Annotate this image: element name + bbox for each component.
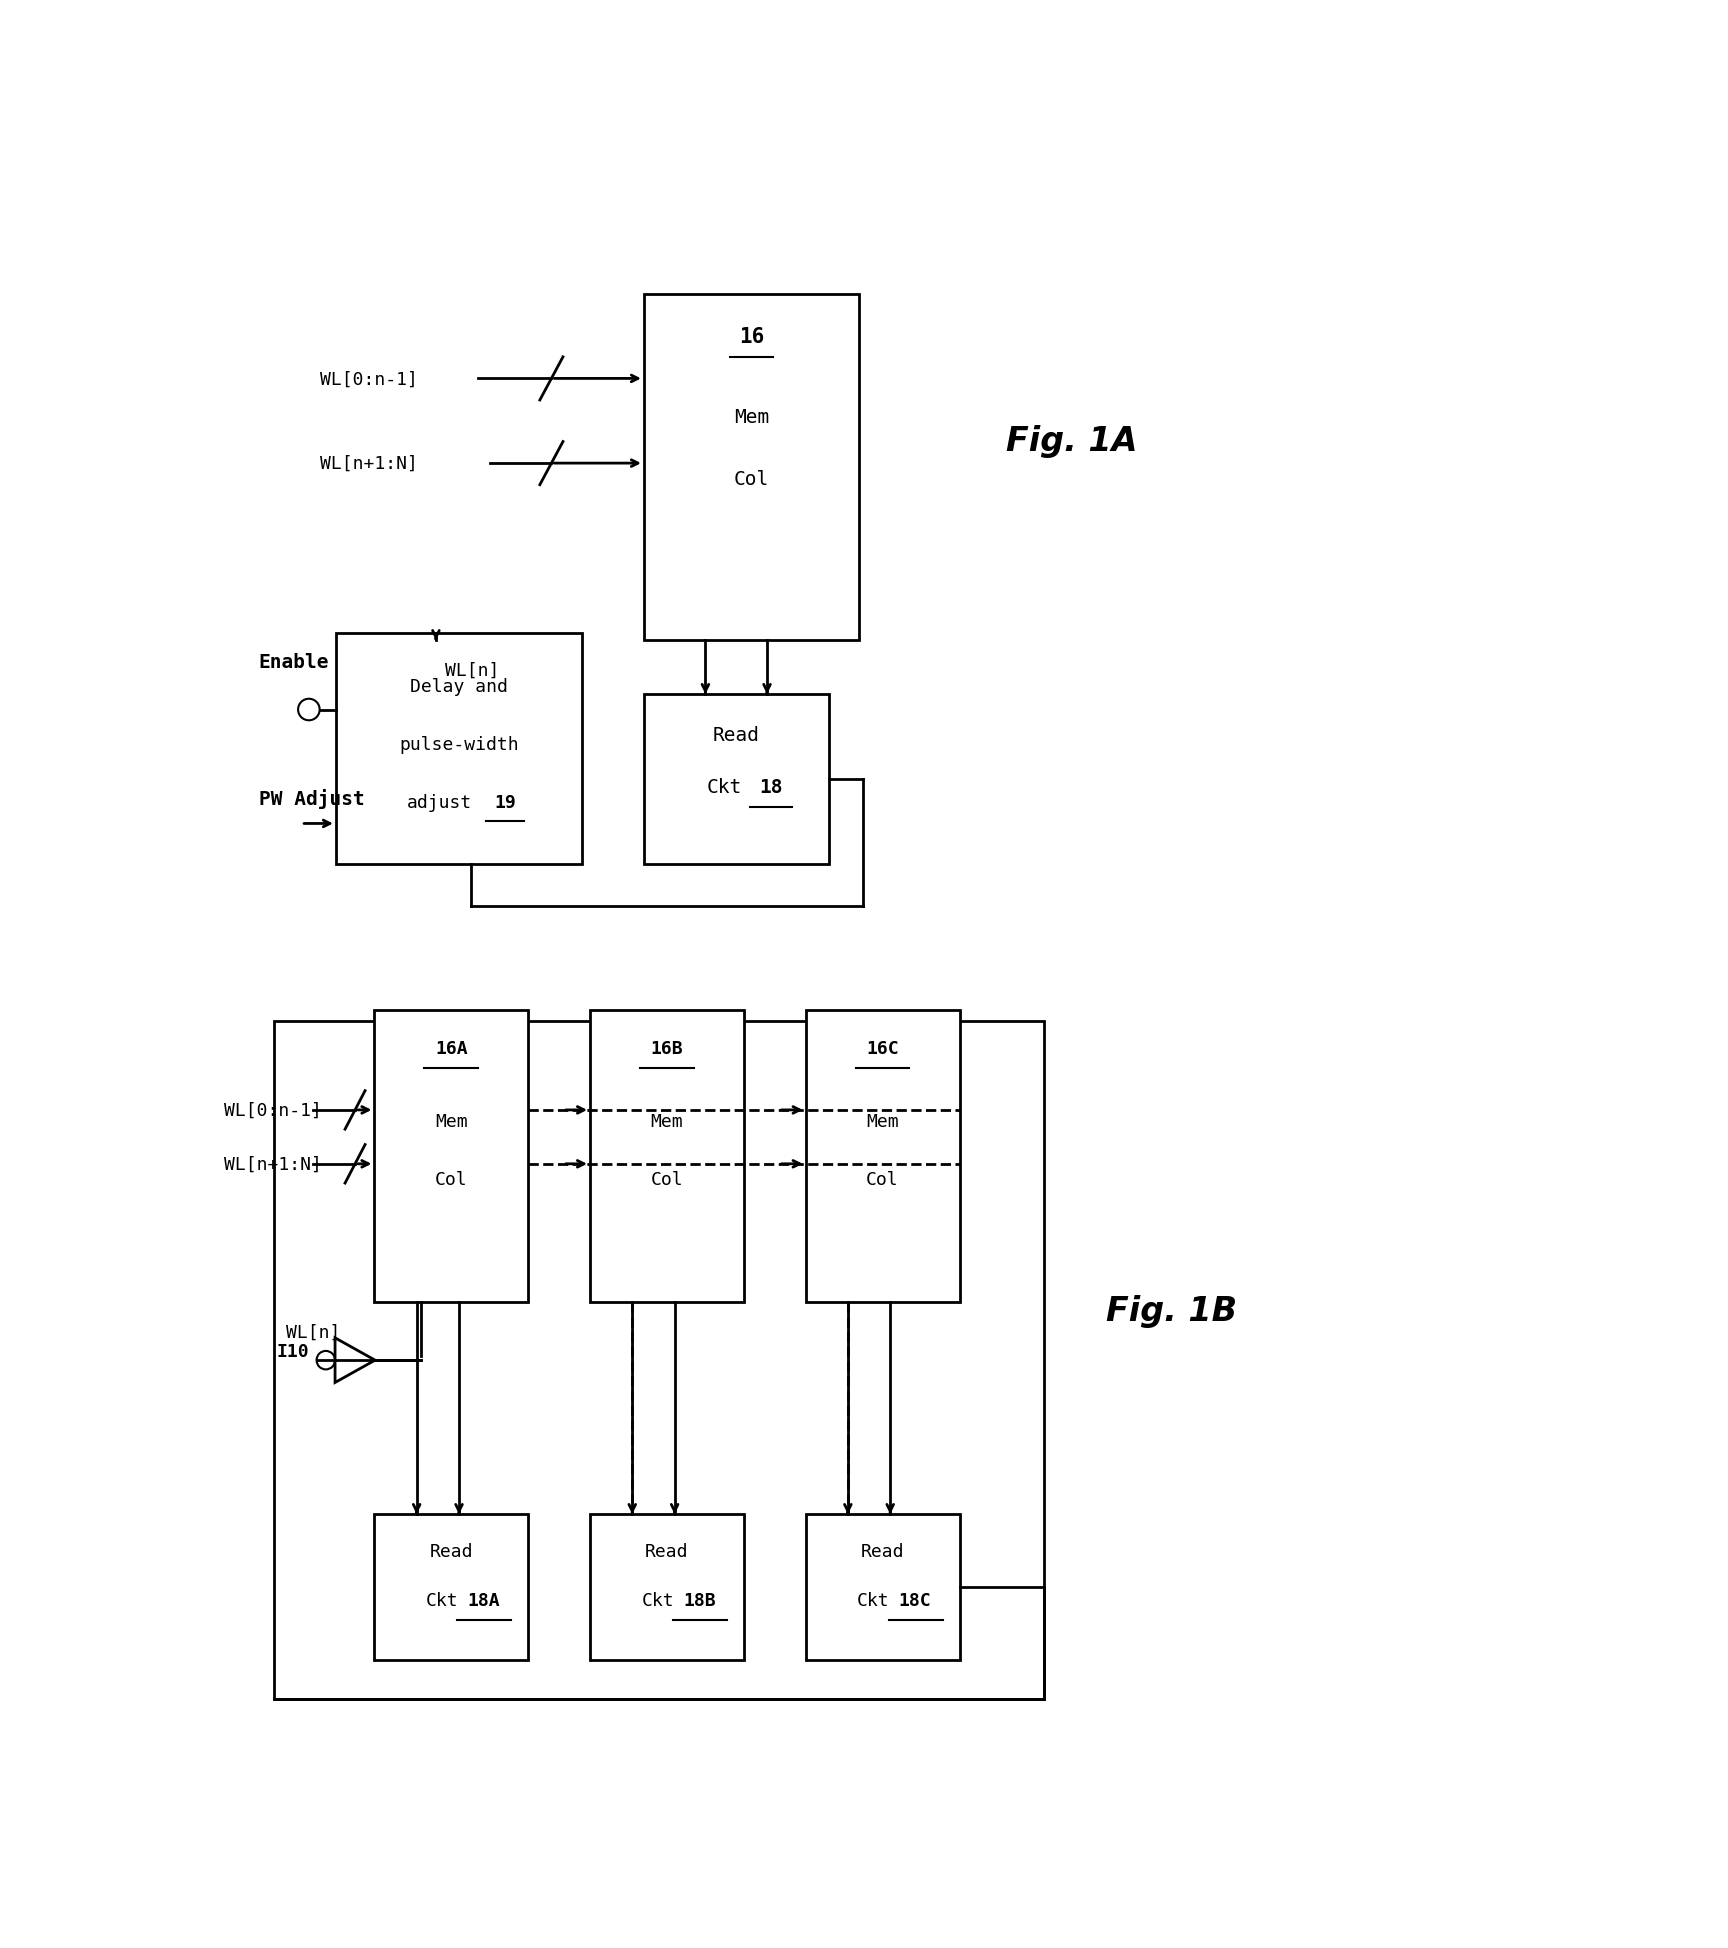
FancyBboxPatch shape xyxy=(589,1011,745,1303)
Text: Col: Col xyxy=(651,1171,683,1188)
Text: 16B: 16B xyxy=(651,1040,683,1058)
Text: Fig. 1A: Fig. 1A xyxy=(1006,425,1137,458)
Text: Col: Col xyxy=(435,1171,468,1188)
Text: Ckt: Ckt xyxy=(857,1592,890,1609)
FancyBboxPatch shape xyxy=(645,695,829,865)
FancyBboxPatch shape xyxy=(805,1011,959,1303)
Text: Ckt: Ckt xyxy=(707,777,743,797)
Text: 16C: 16C xyxy=(866,1040,899,1058)
FancyBboxPatch shape xyxy=(645,294,859,641)
Text: Fig. 1B: Fig. 1B xyxy=(1106,1293,1237,1327)
Text: Ckt: Ckt xyxy=(641,1592,674,1609)
Text: WL[n+1:N]: WL[n+1:N] xyxy=(225,1155,321,1173)
Text: adjust: adjust xyxy=(408,793,472,812)
Text: Mem: Mem xyxy=(734,409,769,427)
FancyBboxPatch shape xyxy=(335,633,582,865)
FancyBboxPatch shape xyxy=(375,1011,529,1303)
FancyBboxPatch shape xyxy=(805,1514,959,1660)
FancyBboxPatch shape xyxy=(275,1023,1044,1699)
Text: Mem: Mem xyxy=(435,1112,468,1132)
Text: pulse-width: pulse-width xyxy=(399,736,518,754)
Text: I10: I10 xyxy=(276,1342,309,1360)
Text: Mem: Mem xyxy=(651,1112,683,1132)
Text: WL[n]: WL[n] xyxy=(285,1323,340,1340)
Text: WL[0:n-1]: WL[0:n-1] xyxy=(225,1101,321,1120)
Text: Read: Read xyxy=(712,725,760,744)
Text: WL[0:n-1]: WL[0:n-1] xyxy=(320,370,418,388)
Text: 18: 18 xyxy=(759,777,783,797)
Text: Ckt: Ckt xyxy=(425,1592,458,1609)
Text: Read: Read xyxy=(861,1543,904,1560)
Text: 18C: 18C xyxy=(899,1592,931,1609)
Text: 16A: 16A xyxy=(435,1040,468,1058)
Text: 18A: 18A xyxy=(467,1592,499,1609)
Text: WL[n+1:N]: WL[n+1:N] xyxy=(320,456,418,473)
FancyBboxPatch shape xyxy=(375,1514,529,1660)
Polygon shape xyxy=(335,1338,375,1383)
Text: Read: Read xyxy=(430,1543,473,1560)
FancyBboxPatch shape xyxy=(589,1514,745,1660)
Text: 18B: 18B xyxy=(683,1592,715,1609)
Text: 19: 19 xyxy=(494,793,517,812)
Text: Mem: Mem xyxy=(866,1112,899,1132)
Text: WL[n]: WL[n] xyxy=(446,660,499,680)
Text: PW Adjust: PW Adjust xyxy=(259,789,365,808)
Text: Col: Col xyxy=(866,1171,899,1188)
Text: Read: Read xyxy=(645,1543,689,1560)
Text: Delay and: Delay and xyxy=(410,678,508,695)
Text: 16: 16 xyxy=(740,327,764,347)
Text: Enable: Enable xyxy=(259,653,330,672)
Text: Col: Col xyxy=(734,469,769,489)
